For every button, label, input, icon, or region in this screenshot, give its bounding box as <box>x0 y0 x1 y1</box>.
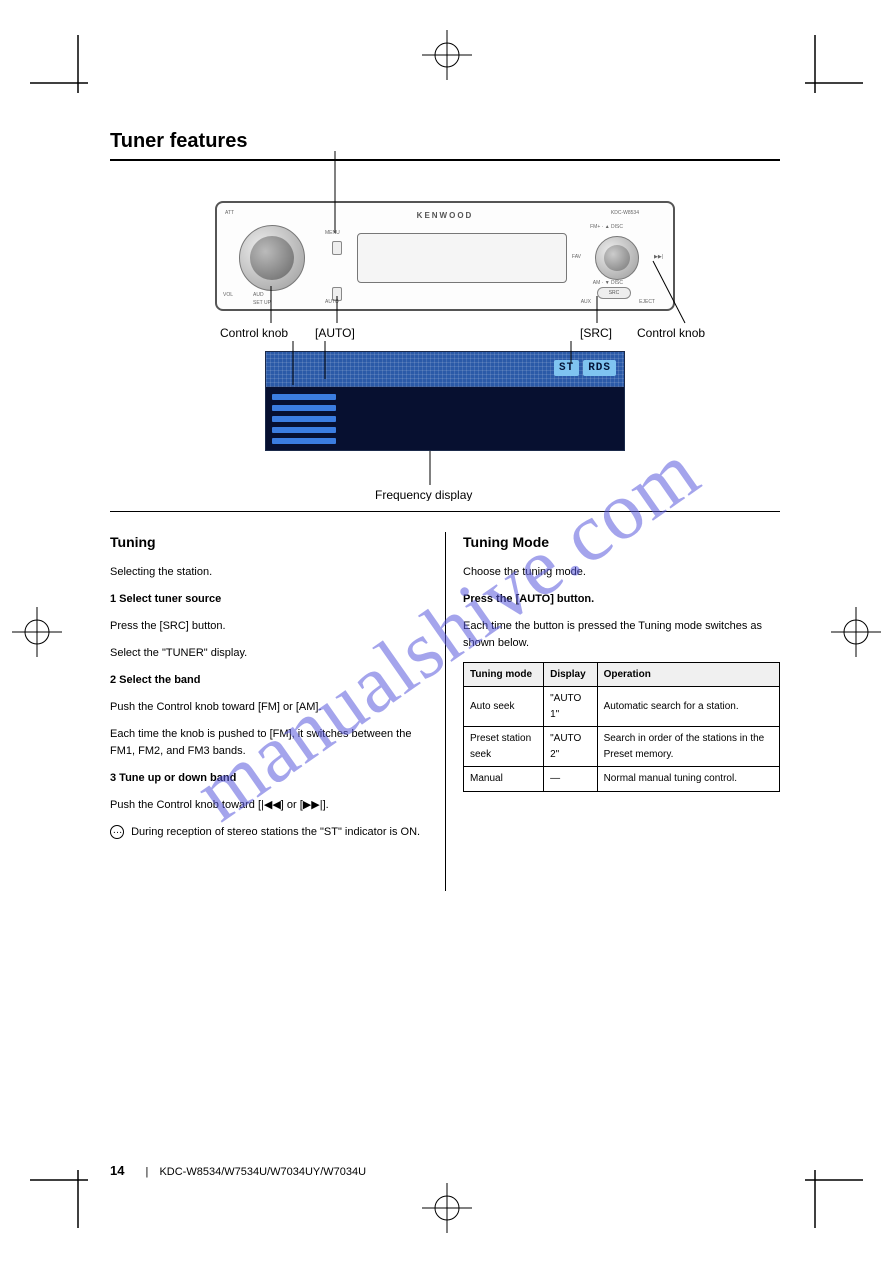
page-container: Tuner features KENWOOD ATT VOL AUD SET U… <box>110 130 780 851</box>
footer-models: KDC-W8534/W7534U/W7034UY/W7034U <box>159 1166 366 1178</box>
model-small: KDC-W8534 <box>611 211 639 217</box>
callout-src: [SRC] <box>580 326 612 340</box>
step-1b: Select the "TUNER" display. <box>110 645 427 662</box>
aux-label: AUX <box>581 300 591 306</box>
next-label: ▶▶| <box>654 255 663 261</box>
note-block: During reception of stereo stations the … <box>110 824 427 841</box>
section-divider <box>110 511 780 512</box>
right-heading: Tuning Mode <box>463 532 780 554</box>
menu-label: MENU <box>325 231 340 237</box>
lcd-bars-icon <box>272 392 336 446</box>
step-2: 2 Select the band <box>110 672 427 689</box>
column-divider <box>445 532 446 891</box>
right-step: Press the [AUTO] button. <box>463 591 780 608</box>
step-1: 1 Select tuner source <box>110 591 427 608</box>
right-intro: Choose the tuning mode. <box>463 564 780 581</box>
right-step-b: Each time the button is pressed the Tuni… <box>463 618 780 652</box>
th-mode: Tuning mode <box>464 662 544 687</box>
th-display: Display <box>544 662 597 687</box>
table-row: Manual — Normal manual tuning control. <box>464 767 780 792</box>
lcd-panel-icon <box>357 233 567 283</box>
page-number: 14 <box>110 1163 124 1178</box>
am-label: AM · ▼ DISC <box>593 281 623 287</box>
section-title: Tuner features <box>110 130 780 161</box>
th-operation: Operation <box>597 662 779 687</box>
fm-label: FM+ · ▲ DISC <box>590 225 623 231</box>
table-row: Preset station seek "AUTO 2" Search in o… <box>464 727 780 767</box>
note-text: During reception of stereo stations the … <box>131 826 420 838</box>
menu-button-icon <box>332 241 342 255</box>
note-icon <box>110 825 124 839</box>
left-intro: Selecting the station. <box>110 564 427 581</box>
setup-label: SET UP <box>253 301 271 307</box>
src-button-icon: SRC <box>597 287 631 299</box>
control-knob-left-icon <box>239 225 305 291</box>
aud-label: AUD <box>253 293 264 299</box>
step-3: 3 Tune up or down band <box>110 770 427 787</box>
right-column: Tuning Mode Choose the tuning mode. Pres… <box>445 532 780 851</box>
auto-label: AUTO <box>325 300 339 306</box>
lcd-st-badge: ST <box>554 360 579 376</box>
att-label: ATT <box>225 211 234 217</box>
fav-label: FAV <box>572 255 581 261</box>
lcd-closeup: ST RDS <box>265 351 625 451</box>
step-2b: Each time the knob is pushed to [FM], it… <box>110 726 427 760</box>
page-footer: 14 | KDC-W8534/W7534U/W7034UY/W7034U <box>110 1163 366 1178</box>
callout-freq: Frequency display <box>375 488 472 501</box>
callout-auto: [AUTO] <box>315 326 355 340</box>
callout-ctrl-right: Control knob <box>637 326 705 340</box>
step-3a: Push the Control knob toward [|◀◀] or [▶… <box>110 797 427 814</box>
left-heading: Tuning <box>110 532 427 554</box>
eject-label: EJECT <box>639 300 655 306</box>
device-illustration: KENWOOD ATT VOL AUD SET UP MENU AUTO SRC… <box>215 201 675 311</box>
step-1a: Press the [SRC] button. <box>110 618 427 635</box>
lcd-rds-badge: RDS <box>583 360 616 376</box>
control-knob-right-icon <box>595 236 639 280</box>
brand-label: KENWOOD <box>417 211 474 220</box>
callout-knob: Control knob <box>220 326 288 340</box>
step-2a: Push the Control knob toward [FM] or [AM… <box>110 699 427 716</box>
tuning-mode-table: Tuning mode Display Operation Auto seek … <box>463 662 780 792</box>
table-row: Auto seek "AUTO 1" Automatic search for … <box>464 687 780 727</box>
left-column: Tuning Selecting the station. 1 Select t… <box>110 532 445 851</box>
vol-label: VOL <box>223 293 233 299</box>
